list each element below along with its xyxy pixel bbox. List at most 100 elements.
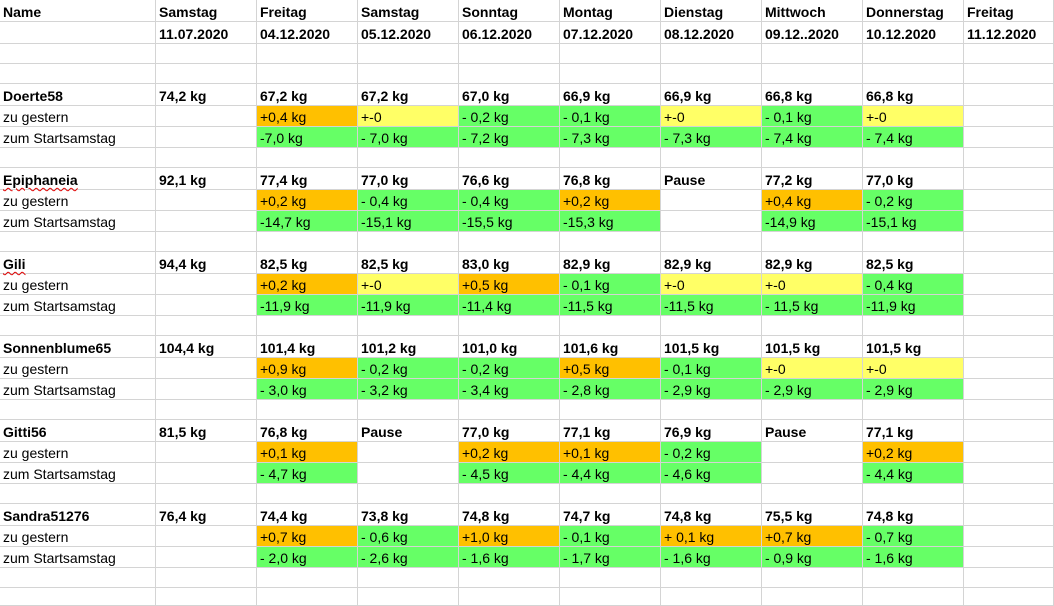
- cell[interactable]: [964, 568, 1054, 588]
- header-name[interactable]: Name: [0, 0, 156, 22]
- diff-cell[interactable]: +0,2 kg: [863, 442, 964, 463]
- cell[interactable]: [560, 148, 661, 168]
- cell[interactable]: [863, 64, 964, 84]
- weight-cell[interactable]: 66,8 kg: [762, 84, 863, 106]
- weight-cell[interactable]: Pause: [661, 168, 762, 190]
- weight-cell[interactable]: 67,2 kg: [358, 84, 459, 106]
- row-label[interactable]: zu gestern: [0, 442, 156, 463]
- diff-cell[interactable]: +-0: [661, 274, 762, 295]
- empty-cell[interactable]: [0, 22, 156, 44]
- diff-cell[interactable]: +-0: [762, 274, 863, 295]
- diff-cell[interactable]: +-0: [358, 274, 459, 295]
- cell[interactable]: [358, 316, 459, 336]
- cell[interactable]: [156, 588, 257, 606]
- weight-cell[interactable]: 74,2 kg: [156, 84, 257, 106]
- weight-cell[interactable]: 74,8 kg: [863, 504, 964, 526]
- diff-cell[interactable]: -15,5 kg: [459, 211, 560, 232]
- diff-cell[interactable]: +0,1 kg: [257, 442, 358, 463]
- row-label[interactable]: zum Startsamstag: [0, 463, 156, 484]
- diff-cell[interactable]: - 3,4 kg: [459, 379, 560, 400]
- diff-cell[interactable]: [156, 526, 257, 547]
- diff-cell[interactable]: [156, 442, 257, 463]
- cell[interactable]: [762, 568, 863, 588]
- person-name[interactable]: Sandra51276: [0, 504, 156, 526]
- cell[interactable]: [560, 44, 661, 64]
- diff-cell[interactable]: [964, 526, 1054, 547]
- header-date[interactable]: 04.12.2020: [257, 22, 358, 44]
- diff-cell[interactable]: +0,7 kg: [762, 526, 863, 547]
- row-label[interactable]: zum Startsamstag: [0, 547, 156, 568]
- diff-cell[interactable]: - 7,3 kg: [560, 127, 661, 148]
- diff-cell[interactable]: - 0,7 kg: [863, 526, 964, 547]
- diff-cell[interactable]: - 1,6 kg: [863, 547, 964, 568]
- cell[interactable]: [358, 588, 459, 606]
- diff-cell[interactable]: - 1,6 kg: [661, 547, 762, 568]
- diff-cell[interactable]: - 0,2 kg: [863, 190, 964, 211]
- diff-cell[interactable]: [156, 106, 257, 127]
- row-label[interactable]: zu gestern: [0, 358, 156, 379]
- cell[interactable]: [156, 316, 257, 336]
- diff-cell[interactable]: [156, 274, 257, 295]
- header-date[interactable]: 06.12.2020: [459, 22, 560, 44]
- cell[interactable]: [0, 148, 156, 168]
- weight-cell[interactable]: 76,6 kg: [459, 168, 560, 190]
- cell[interactable]: [661, 400, 762, 420]
- header-day[interactable]: Freitag: [257, 0, 358, 22]
- diff-cell[interactable]: +0,9 kg: [257, 358, 358, 379]
- diff-cell[interactable]: - 0,1 kg: [560, 274, 661, 295]
- weight-cell[interactable]: 76,8 kg: [257, 420, 358, 442]
- cell[interactable]: [661, 148, 762, 168]
- row-label[interactable]: zum Startsamstag: [0, 127, 156, 148]
- weight-cell[interactable]: 82,5 kg: [863, 252, 964, 274]
- weight-cell[interactable]: 66,9 kg: [560, 84, 661, 106]
- cell[interactable]: [358, 484, 459, 504]
- diff-cell[interactable]: [661, 190, 762, 211]
- row-label[interactable]: zu gestern: [0, 526, 156, 547]
- diff-cell[interactable]: [964, 274, 1054, 295]
- header-date[interactable]: 10.12.2020: [863, 22, 964, 44]
- person-name[interactable]: Doerte58: [0, 84, 156, 106]
- diff-cell[interactable]: +0,4 kg: [762, 190, 863, 211]
- weight-cell[interactable]: Pause: [762, 420, 863, 442]
- header-day[interactable]: Samstag: [156, 0, 257, 22]
- diff-cell[interactable]: [762, 442, 863, 463]
- cell[interactable]: [560, 400, 661, 420]
- cell[interactable]: [0, 232, 156, 252]
- diff-cell[interactable]: - 2,9 kg: [661, 379, 762, 400]
- cell[interactable]: [964, 148, 1054, 168]
- cell[interactable]: [257, 232, 358, 252]
- cell[interactable]: [459, 232, 560, 252]
- weight-cell[interactable]: 82,9 kg: [661, 252, 762, 274]
- weight-cell[interactable]: 74,4 kg: [257, 504, 358, 526]
- cell[interactable]: [661, 44, 762, 64]
- cell[interactable]: [257, 484, 358, 504]
- cell[interactable]: [0, 568, 156, 588]
- diff-cell[interactable]: [358, 442, 459, 463]
- diff-cell[interactable]: + 0,1 kg: [661, 526, 762, 547]
- diff-cell[interactable]: [156, 463, 257, 484]
- cell[interactable]: [560, 316, 661, 336]
- weight-cell[interactable]: 76,9 kg: [661, 420, 762, 442]
- diff-cell[interactable]: [156, 190, 257, 211]
- cell[interactable]: [0, 64, 156, 84]
- cell[interactable]: [0, 400, 156, 420]
- header-date[interactable]: 05.12.2020: [358, 22, 459, 44]
- weight-cell[interactable]: 101,6 kg: [560, 336, 661, 358]
- cell[interactable]: [459, 484, 560, 504]
- header-date[interactable]: 11.12.2020: [964, 22, 1054, 44]
- cell[interactable]: [156, 148, 257, 168]
- cell[interactable]: [560, 484, 661, 504]
- cell[interactable]: [661, 588, 762, 606]
- diff-cell[interactable]: [964, 358, 1054, 379]
- weight-cell[interactable]: 66,8 kg: [863, 84, 964, 106]
- weight-cell[interactable]: 101,5 kg: [863, 336, 964, 358]
- cell[interactable]: [661, 232, 762, 252]
- weight-cell[interactable]: 101,4 kg: [257, 336, 358, 358]
- diff-cell[interactable]: -15,3 kg: [560, 211, 661, 232]
- weight-cell[interactable]: [964, 420, 1054, 442]
- weight-cell[interactable]: 76,8 kg: [560, 168, 661, 190]
- weight-cell[interactable]: 74,8 kg: [459, 504, 560, 526]
- weight-cell[interactable]: 82,9 kg: [560, 252, 661, 274]
- cell[interactable]: [762, 232, 863, 252]
- diff-cell[interactable]: - 0,2 kg: [459, 358, 560, 379]
